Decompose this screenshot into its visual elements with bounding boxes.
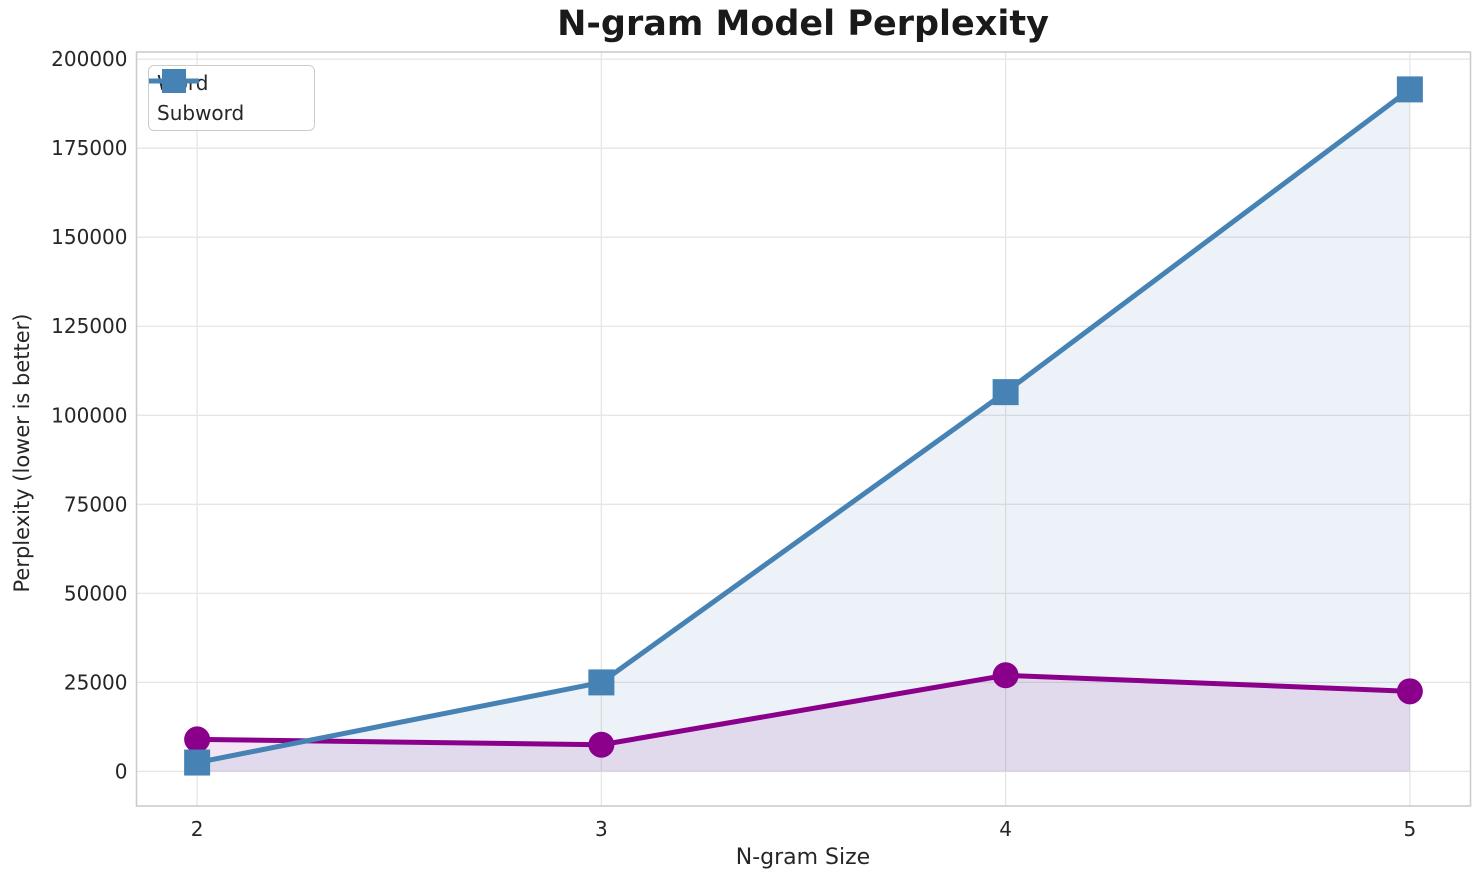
legend-label: Subword — [157, 101, 245, 125]
point-word-5 — [1396, 678, 1423, 705]
y-tick-label-75000: 75000 — [64, 492, 128, 516]
plot-border — [135, 51, 1472, 807]
y-tick-label-175000: 175000 — [51, 136, 127, 160]
line-word — [194, 672, 1413, 748]
point-word-3 — [588, 731, 615, 758]
x-axis-label: N-gram Size — [735, 845, 871, 870]
legend-item-subword: Subword — [149, 69, 314, 128]
chart-title: N-gram Model Perplexity — [557, 4, 1049, 44]
y-tick-label-125000: 125000 — [51, 314, 127, 338]
y-tick-label-25000: 25000 — [64, 670, 128, 694]
point-word-2 — [184, 726, 211, 753]
legend-square — [162, 69, 186, 93]
y-tick-label-100000: 100000 — [51, 403, 127, 427]
line-subword — [194, 86, 1413, 766]
area-word — [197, 675, 1410, 772]
y-tick-label-0: 0 — [115, 759, 128, 783]
point-subword-5 — [1396, 76, 1423, 103]
area-subword — [197, 89, 1410, 772]
y-axis-label: Perplexity (lower is better) — [10, 313, 34, 593]
y-tick-label-50000: 50000 — [64, 581, 128, 605]
point-subword-4 — [992, 379, 1019, 406]
x-tick-label-3: 3 — [595, 817, 608, 841]
x-tick-label-4: 4 — [999, 817, 1012, 841]
legend-marker-square-icon — [149, 69, 199, 93]
point-subword-3 — [588, 669, 615, 696]
point-subword-2 — [184, 749, 211, 776]
legend: WordSubword — [148, 65, 315, 131]
x-tick-label-5: 5 — [1403, 817, 1416, 841]
point-word-4 — [992, 662, 1019, 689]
y-tick-label-200000: 200000 — [51, 47, 127, 71]
y-tick-label-150000: 150000 — [51, 225, 127, 249]
x-tick-label-2: 2 — [191, 817, 204, 841]
